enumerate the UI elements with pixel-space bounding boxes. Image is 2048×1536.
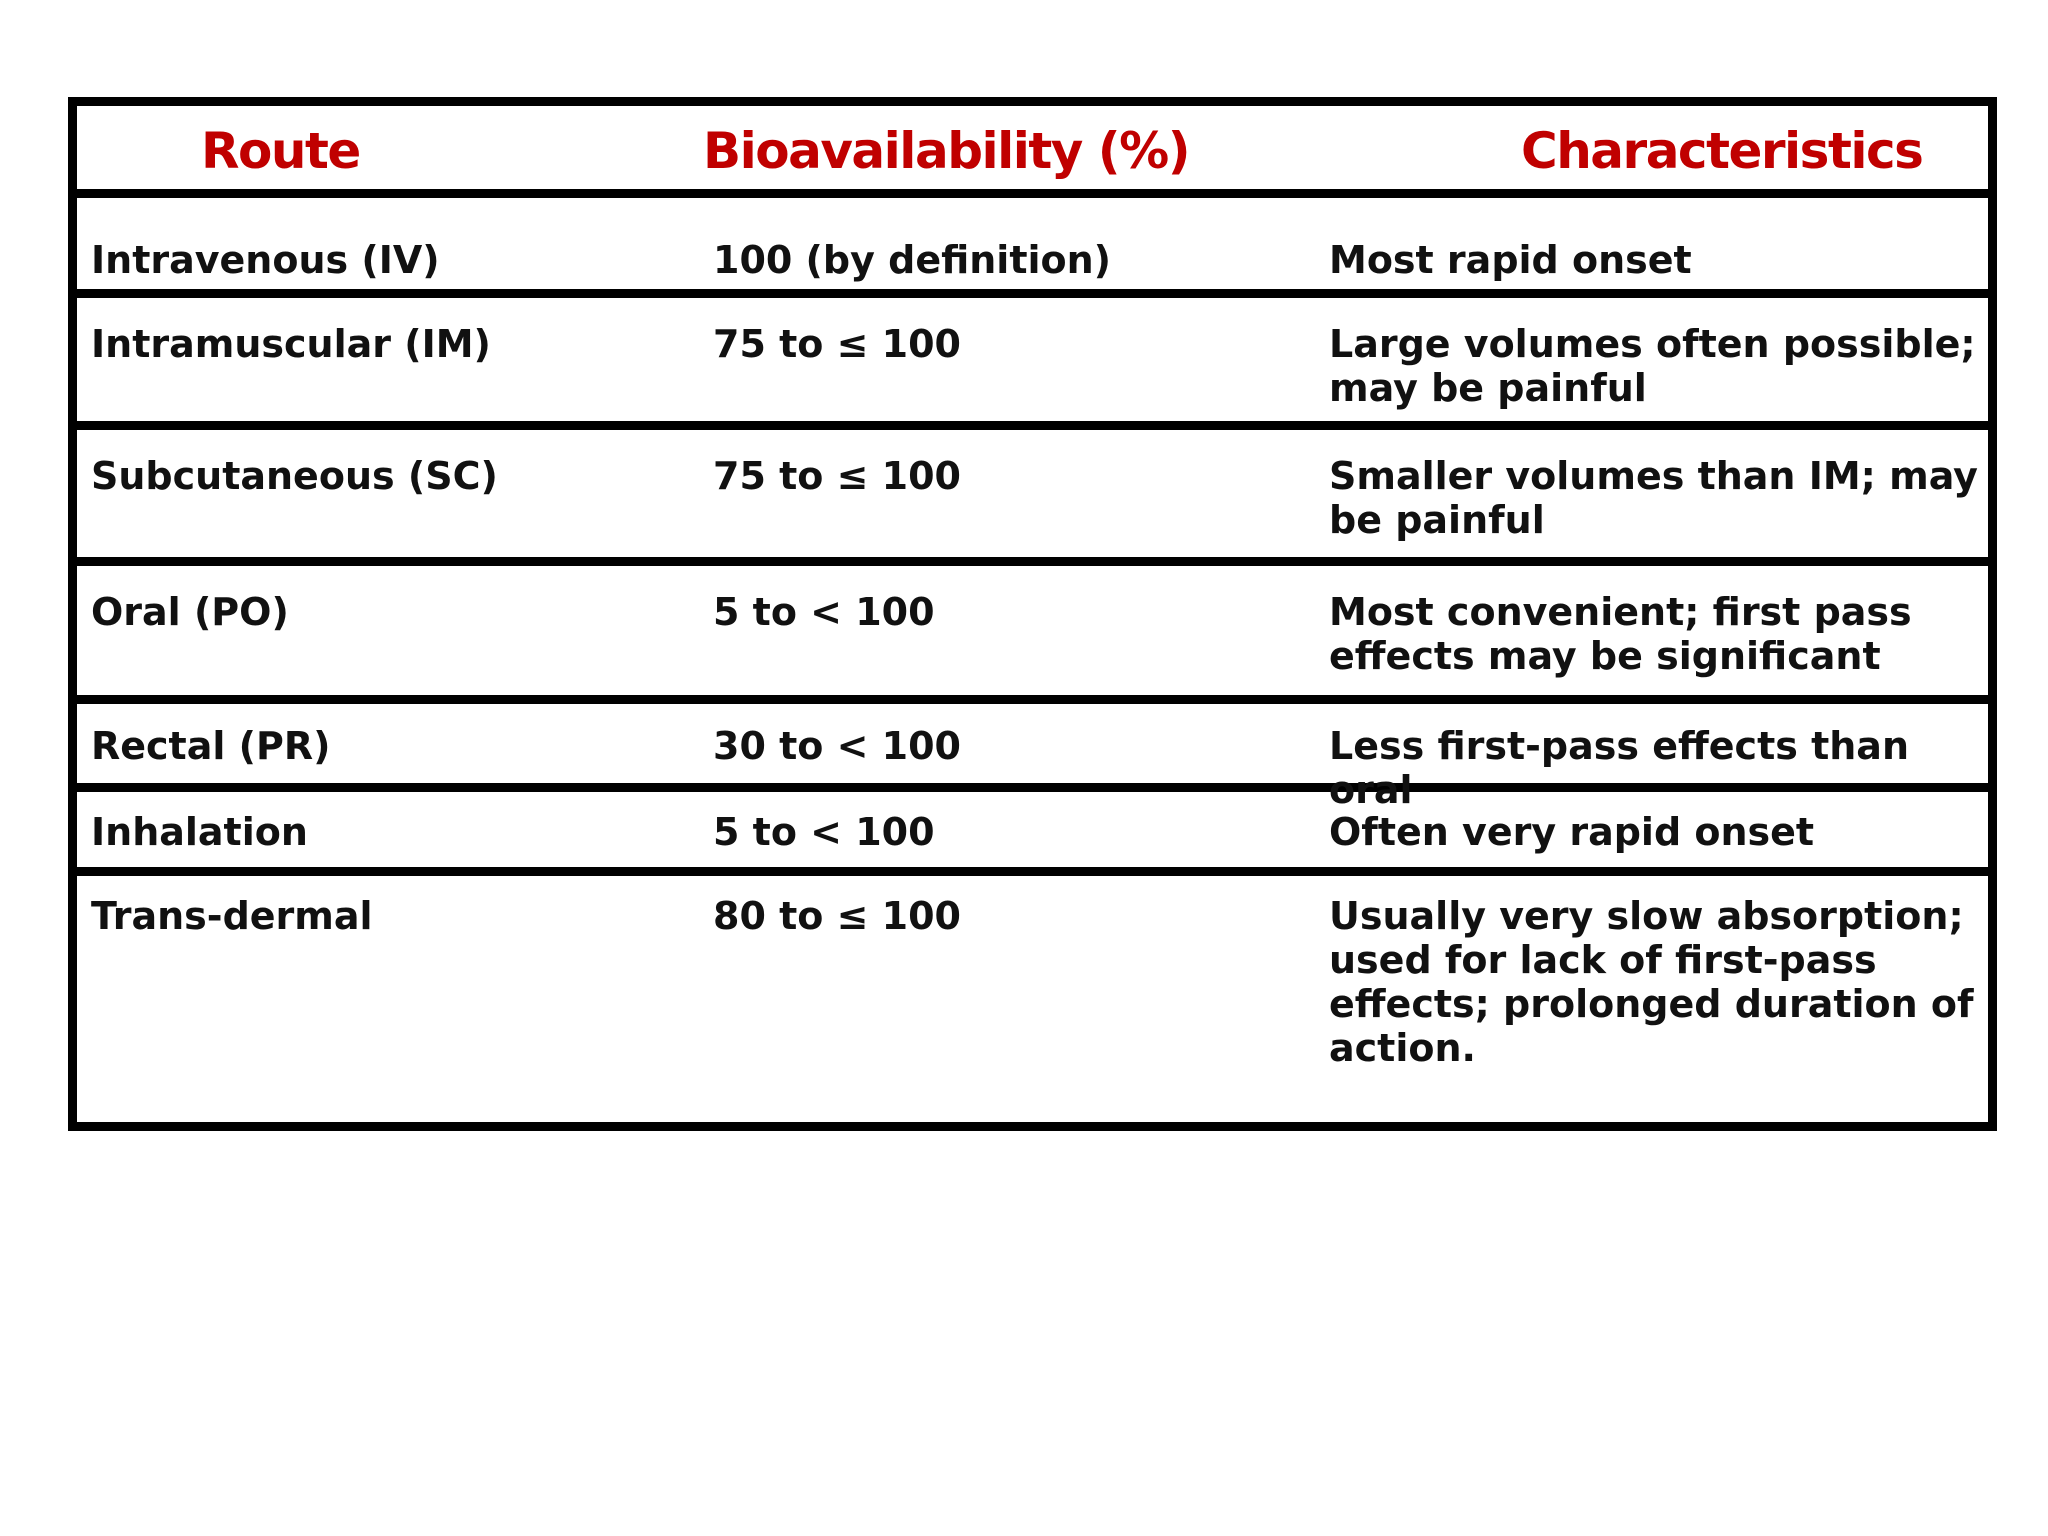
header-bioavailability: Bioavailability (%) [703, 122, 1191, 180]
cell-route: Rectal (PR) [91, 724, 331, 768]
cell-characteristics: Usually very slow absorption; used for l… [1329, 894, 1974, 1070]
cell-route: Subcutaneous (SC) [91, 454, 498, 498]
table-row: Rectal (PR) 30 to < 100 Less first-pass … [77, 704, 1988, 812]
table-row: Intravenous (IV) 100 (by definition) Mos… [77, 198, 1988, 298]
header-route: Route [201, 122, 361, 180]
header-characteristics: Characteristics [1521, 122, 1924, 180]
cell-route: Oral (PO) [91, 590, 289, 634]
cell-characteristics: Large volumes often possible; may be pai… [1329, 322, 1976, 410]
table-row: Oral (PO) 5 to < 100 Most convenient; fi… [77, 566, 1988, 704]
cell-bioavailability: 80 to ≤ 100 [713, 894, 962, 938]
cell-bioavailability: 5 to < 100 [713, 590, 935, 634]
cell-bioavailability: 75 to ≤ 100 [713, 322, 962, 366]
cell-bioavailability: 30 to < 100 [713, 724, 962, 768]
cell-characteristics: Most rapid onset [1329, 238, 1692, 282]
table-row: Inhalation 5 to < 100 Often very rapid o… [77, 792, 1988, 876]
cell-route: Trans-dermal [91, 894, 373, 938]
cell-route: Intramuscular (IM) [91, 322, 491, 366]
cell-characteristics: Most convenient; first pass effects may … [1329, 590, 1912, 678]
table-row: Subcutaneous (SC) 75 to ≤ 100 Smaller vo… [77, 430, 1988, 566]
cell-characteristics: Smaller volumes than IM; may be painful [1329, 454, 1978, 542]
cell-bioavailability: 100 (by definition) [713, 238, 1112, 282]
cell-bioavailability: 5 to < 100 [713, 810, 935, 854]
cell-bioavailability: 75 to ≤ 100 [713, 454, 962, 498]
cell-characteristics: Less first-pass effects than oral [1329, 724, 1910, 812]
table-header-row: Route Bioavailability (%) Characteristic… [77, 106, 1988, 198]
cell-characteristics: Often very rapid onset [1329, 810, 1815, 854]
table-row: Trans-dermal 80 to ≤ 100 Usually very sl… [77, 876, 1988, 1122]
cell-route: Inhalation [91, 810, 308, 854]
bioavailability-table: Route Bioavailability (%) Characteristic… [68, 97, 1997, 1131]
table-row: Intramuscular (IM) 75 to ≤ 100 Large vol… [77, 298, 1988, 430]
cell-route: Intravenous (IV) [91, 238, 440, 282]
